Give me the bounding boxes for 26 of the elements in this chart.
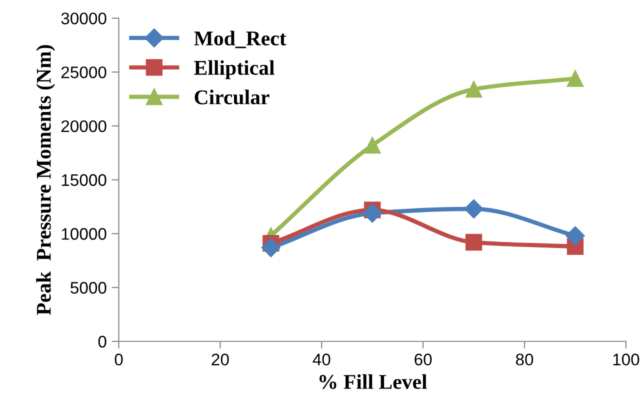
x-tick-label: 100 [613, 354, 640, 366]
x-tick-label: 80 [516, 354, 534, 366]
point [465, 80, 482, 98]
x-tick-label: 60 [414, 354, 432, 366]
y-tick-label: 25000 [61, 66, 106, 78]
y-tick-label: 10000 [62, 228, 106, 240]
point [261, 238, 280, 258]
legend-label: Elliptical [194, 60, 274, 80]
x-tick-label: 20 [212, 354, 229, 366]
x-tick-label: 40 [312, 354, 330, 366]
x-axis-title: % Fill Level [320, 374, 427, 390]
point [566, 226, 585, 246]
y-tick-label: 0 [98, 336, 106, 348]
point [362, 204, 382, 223]
point [465, 234, 482, 251]
point [464, 199, 484, 218]
y-tick-label: 15000 [62, 174, 106, 186]
y-tick-label: 5000 [70, 282, 106, 294]
point [566, 70, 584, 87]
legend-label: Circular [194, 90, 270, 104]
y-tick-label: 20000 [61, 120, 106, 132]
point [364, 136, 381, 154]
y-tick-label: 30000 [61, 12, 106, 24]
x-tick-label: 0 [114, 354, 123, 366]
legend-label: Mod_Rect [194, 30, 286, 48]
y-axis-title: Peak Pressure Moments (Nm) [36, 45, 56, 316]
